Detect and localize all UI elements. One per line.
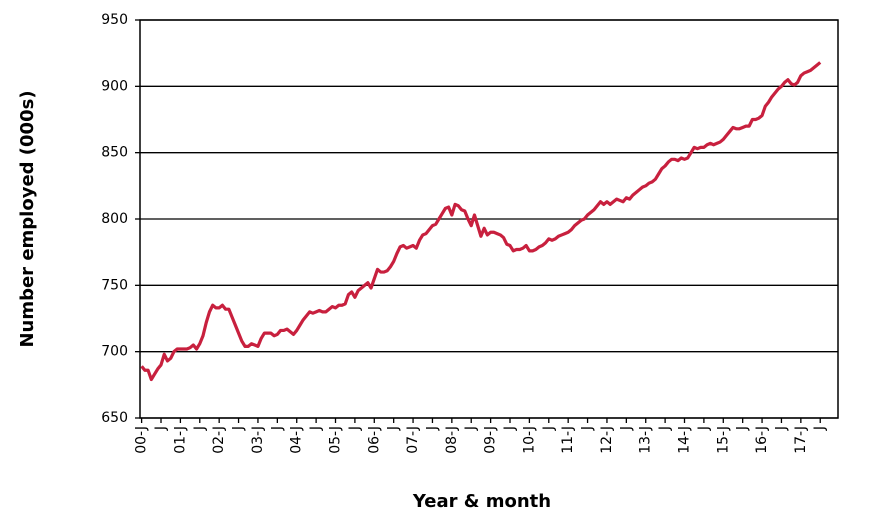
x-tick-label: 03-J	[250, 426, 266, 454]
x-tick-label: J	[812, 426, 828, 431]
x-tick-label: 04-J	[289, 426, 305, 454]
x-tick-label: 09-J	[483, 426, 499, 454]
x-tick-label: 14-J	[677, 426, 693, 454]
x-tick-label: 17-J	[793, 426, 809, 454]
x-tick-label: 16-J	[754, 426, 770, 454]
x-tick-label: J	[386, 426, 402, 431]
x-tick-label: J	[735, 426, 751, 431]
x-tick-label: 07-J	[405, 426, 421, 454]
y-tick-label: 800	[101, 211, 128, 227]
x-tick-label: J	[269, 426, 285, 431]
x-tick-label: 05-J	[328, 426, 344, 454]
x-tick-label: J	[424, 426, 440, 431]
x-tick-label: J	[696, 426, 712, 431]
plot-frame	[139, 19, 839, 419]
x-tick-label: J	[231, 426, 247, 431]
y-axis-title: Number employed (000s)	[17, 90, 38, 347]
x-tick-label: J	[347, 426, 363, 431]
x-tick-label: 10-J	[521, 426, 537, 454]
x-tick-label: 01-J	[172, 426, 188, 454]
x-tick-label: J	[192, 426, 208, 431]
x-tick-label: 06-J	[366, 426, 382, 454]
x-tick-label: J	[580, 426, 596, 431]
y-tick-label: 650	[101, 410, 128, 426]
x-tick-label: 13-J	[638, 426, 654, 454]
data-line	[140, 61, 822, 382]
x-tick-label: 08-J	[444, 426, 460, 454]
y-tick-label: 750	[101, 277, 128, 293]
x-tick-label: J	[308, 426, 324, 431]
x-tick-label: 02-J	[211, 426, 227, 454]
x-axis-title: Year & month	[412, 491, 551, 512]
x-tick-label: 00-J	[134, 426, 150, 454]
x-tick-label: 15-J	[715, 426, 731, 454]
x-tick-label: J	[502, 426, 518, 431]
x-tick-label: J	[773, 426, 789, 431]
x-tick-label: 12-J	[599, 426, 615, 454]
y-tick-label: 850	[101, 145, 128, 161]
x-tick-label: 11-J	[560, 426, 576, 454]
x-tick-label: J	[618, 426, 634, 431]
y-tick-label: 950	[101, 12, 128, 28]
x-tick-label: J	[657, 426, 673, 431]
x-tick-label: J	[541, 426, 557, 431]
y-tick-label: 700	[101, 344, 128, 360]
y-tick-label: 900	[101, 78, 128, 94]
x-tick-label: J	[463, 426, 479, 431]
x-tick-label: J	[153, 426, 169, 431]
